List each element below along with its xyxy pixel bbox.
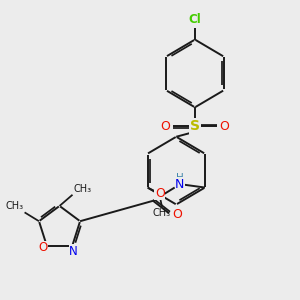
Text: O: O: [39, 241, 48, 254]
Text: CH₃: CH₃: [74, 184, 92, 194]
Text: H: H: [176, 173, 184, 183]
Text: CH₃: CH₃: [6, 202, 24, 212]
Text: O: O: [155, 187, 165, 200]
Text: N: N: [69, 245, 78, 258]
Text: Cl: Cl: [189, 13, 201, 26]
Text: O: O: [219, 120, 229, 133]
Text: CH₃: CH₃: [153, 208, 171, 218]
Text: O: O: [160, 120, 170, 133]
Text: O: O: [172, 208, 182, 221]
Text: N: N: [175, 178, 184, 191]
Text: S: S: [190, 119, 200, 134]
